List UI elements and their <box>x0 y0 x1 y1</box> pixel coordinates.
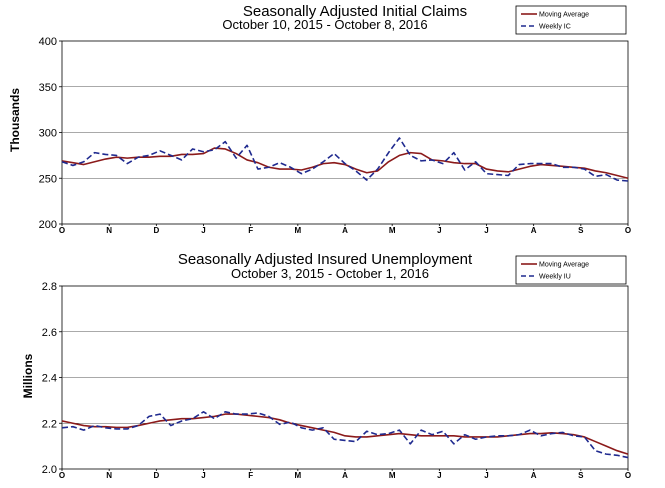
x-tick-label: O <box>625 471 631 480</box>
y-tick-label: 2.6 <box>42 327 57 339</box>
y-tick-label: 2.2 <box>42 418 57 430</box>
chart1-legend-box <box>515 5 627 35</box>
chart1-legend: Moving Average Weekly IC <box>515 5 627 35</box>
y-tick-label: 400 <box>39 36 57 48</box>
chart1-gridlines <box>62 86 628 179</box>
y-tick-label: 350 <box>39 82 57 94</box>
chart2-legend-weekly-label: Weekly IU <box>539 274 571 281</box>
x-tick-label: N <box>106 471 112 480</box>
x-tick-label: O <box>625 226 631 235</box>
chart2-legend-ma-label: Moving Average <box>539 262 589 269</box>
chart-insured-unemployment: Seasonally Adjusted Insured Unemployment… <box>21 251 631 480</box>
chart1-legend-ma-label: Moving Average <box>539 12 589 19</box>
chart2-legend-box <box>515 255 627 285</box>
x-tick-label: J <box>484 471 488 480</box>
chart1-series <box>61 137 629 182</box>
chart2-gridlines <box>62 331 628 424</box>
x-tick-label: N <box>106 226 112 235</box>
x-tick-label: D <box>153 471 159 480</box>
chart1-subtitle: October 10, 2015 - October 8, 2016 <box>222 17 427 32</box>
y-tick-label: 250 <box>39 173 57 185</box>
x-tick-label: F <box>248 226 253 235</box>
chart1-legend-weekly-label: Weekly IC <box>539 24 571 31</box>
x-tick-label: A <box>342 471 348 480</box>
chart2-y-ticks: 2.0 2.2 2.4 2.6 2.8 <box>42 281 62 476</box>
x-tick-label: M <box>294 226 301 235</box>
x-tick-label: J <box>201 471 205 480</box>
chart2-series <box>61 411 629 459</box>
chart1-y-ticks: 200 250 300 350 400 <box>39 36 62 231</box>
chart1-title: Seasonally Adjusted Initial Claims <box>243 3 467 20</box>
y-tick-label: 2.0 <box>42 464 57 476</box>
x-tick-label: M <box>389 471 396 480</box>
x-tick-label: F <box>248 471 253 480</box>
x-tick-label: A <box>531 471 537 480</box>
weekly-line <box>61 137 629 182</box>
x-tick-label: J <box>484 226 488 235</box>
chart2-title: Seasonally Adjusted Insured Unemployment <box>178 251 473 268</box>
x-tick-label: J <box>201 226 205 235</box>
x-tick-label: O <box>59 471 65 480</box>
chart2-subtitle: October 3, 2015 - October 1, 2016 <box>231 266 429 281</box>
y-tick-label: 200 <box>39 219 57 231</box>
x-tick-label: O <box>59 226 65 235</box>
x-tick-label: J <box>437 226 441 235</box>
y-tick-label: 2.4 <box>42 373 57 385</box>
x-tick-label: M <box>389 226 396 235</box>
chart2-legend: Moving Average Weekly IU <box>515 255 627 285</box>
y-tick-label: 300 <box>39 128 57 140</box>
chart1-ylabel: Thousands <box>8 88 22 152</box>
moving-average-line <box>61 413 629 455</box>
chart-initial-claims: Seasonally Adjusted Initial Claims Octob… <box>8 3 631 235</box>
x-tick-label: D <box>153 226 159 235</box>
x-tick-label: M <box>294 471 301 480</box>
x-tick-label: J <box>437 471 441 480</box>
x-tick-label: A <box>531 226 537 235</box>
y-tick-label: 2.8 <box>42 281 57 293</box>
x-tick-label: S <box>578 226 584 235</box>
x-tick-label: A <box>342 226 348 235</box>
x-tick-label: S <box>578 471 584 480</box>
chart2-ylabel: Millions <box>21 353 35 398</box>
weekly-line <box>61 411 629 459</box>
